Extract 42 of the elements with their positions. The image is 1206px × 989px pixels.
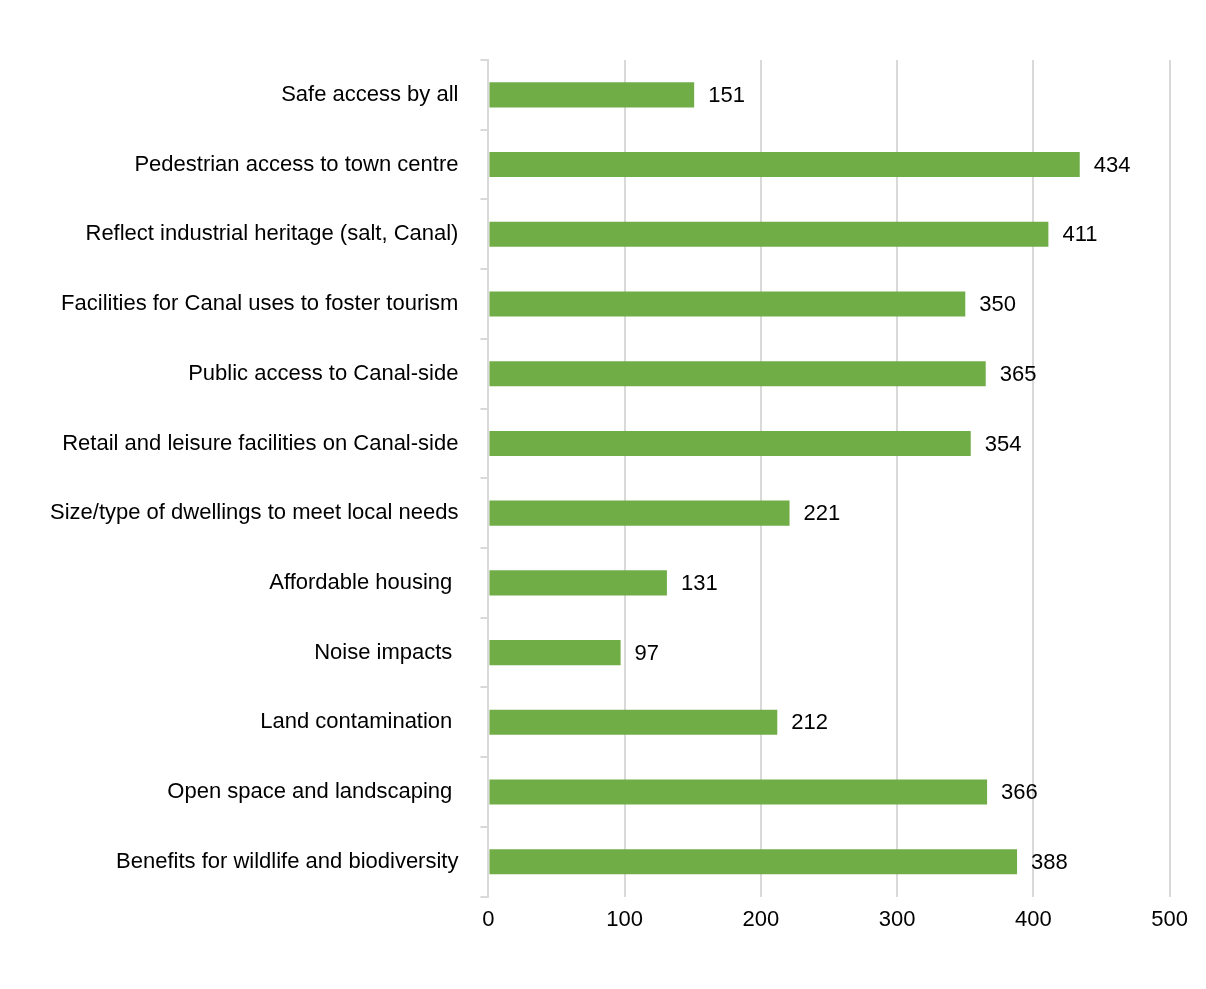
bar: [489, 82, 695, 108]
y-tick-label: Noise impacts: [314, 638, 459, 664]
data-label: 221: [803, 500, 841, 526]
x-tick-label: 0: [482, 905, 495, 931]
y-tick-label: Land contamination: [260, 708, 459, 734]
x-tick-label: 400: [1015, 905, 1052, 931]
y-tick-label: Public access to Canal-side: [188, 359, 459, 385]
bar: [489, 709, 778, 735]
bar: [489, 291, 966, 317]
data-label: 350: [979, 291, 1017, 317]
bar: [489, 570, 667, 596]
data-label: 388: [1031, 848, 1068, 874]
y-tick-label: Benefits for wildlife and biodiversity: [116, 847, 459, 873]
x-tick-label: 200: [742, 905, 780, 931]
bar: [489, 361, 986, 387]
data-label: 354: [984, 430, 1022, 456]
x-tick-label: 500: [1151, 905, 1189, 931]
data-label: 97: [634, 639, 660, 665]
bar: [489, 500, 790, 526]
data-label: 212: [791, 709, 828, 735]
data-label: 434: [1093, 151, 1131, 177]
bar: [489, 640, 621, 666]
data-label: 131: [680, 569, 718, 595]
bar: [489, 152, 1080, 178]
y-tick-label: Affordable housing: [269, 568, 459, 594]
data-label: 151: [708, 81, 745, 107]
data-label: 411: [1062, 221, 1098, 247]
y-tick-label: Pedestrian access to town centre: [134, 150, 459, 176]
y-tick-label: Facilities for Canal uses to foster tourism: [61, 290, 459, 316]
y-tick-label: Open space and landscaping: [167, 778, 459, 804]
bar: [489, 849, 1018, 875]
y-tick-label: Retail and leisure facilities on Canal-side: [62, 429, 459, 455]
bar: [489, 430, 971, 456]
data-label: 366: [1001, 779, 1038, 805]
x-tick-label: 300: [878, 905, 916, 931]
bar: [489, 779, 988, 805]
y-tick-label: Reflect industrial heritage (salt, Canal): [85, 220, 459, 246]
data-label: 365: [999, 360, 1037, 386]
y-tick-label: Safe access by all: [281, 80, 459, 106]
y-tick-label: Size/type of dwellings to meet local needs: [50, 499, 459, 525]
bar: [489, 221, 1049, 247]
x-tick-label: 100: [606, 905, 644, 931]
